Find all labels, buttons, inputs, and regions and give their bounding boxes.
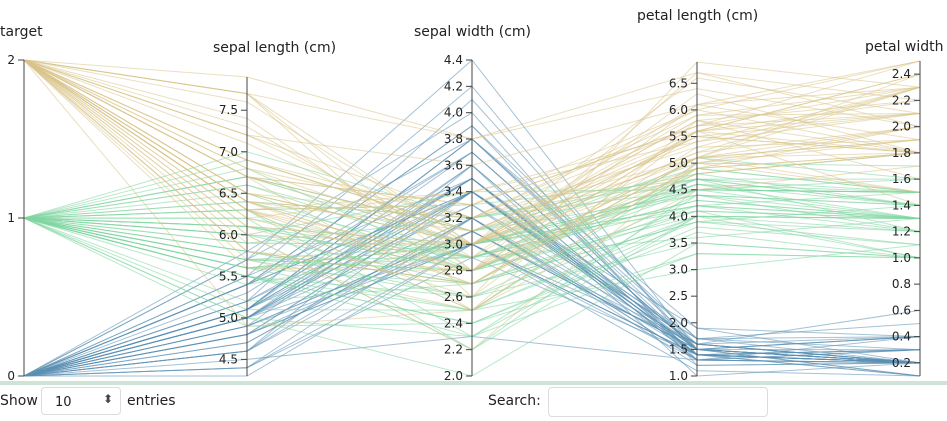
tick-label: 4.5 — [669, 183, 688, 197]
tick-label: 1 — [7, 211, 15, 225]
tick-label: 7.5 — [219, 103, 238, 117]
tick-label: 5.5 — [669, 130, 688, 144]
tick-label: 2.0 — [669, 316, 688, 330]
tick-label: 3.6 — [444, 158, 463, 172]
axis-petal_width: 0.2 0.4 0.6 0.8 1.0 1.2 1.4 1.6 1.8 2.0 2.2 2.4 peta… — [865, 39, 944, 376]
axis-title: sepal length (cm) — [213, 40, 336, 56]
tick-label: 3.0 — [444, 237, 463, 251]
tick-label: 3.0 — [669, 263, 688, 277]
tick-label: 2.6 — [444, 290, 463, 304]
tick-label: 0.4 — [892, 330, 911, 344]
tick-label: 0.6 — [892, 303, 911, 317]
tick-label: 4.4 — [444, 53, 463, 67]
axis-title: sepal width (cm) — [414, 24, 531, 40]
search-label: Search: — [488, 393, 541, 409]
axes-layer: 0 1 2 target 4.5 5.0 5.5 6.0 6.5 7.0 7.5 sepal leng… — [0, 8, 944, 383]
tick-label: 1.5 — [669, 342, 688, 356]
tick-label: 2.5 — [669, 289, 688, 303]
page-length-value: 10 — [55, 395, 72, 410]
tick-label: 3.2 — [444, 211, 463, 225]
tick-label: 3.8 — [444, 132, 463, 146]
tick-label: 2.0 — [892, 120, 911, 134]
tick-label: 2.2 — [892, 93, 911, 107]
tick-label: 3.4 — [444, 185, 463, 199]
axis-target: 0 1 2 target — [0, 24, 43, 383]
tick-label: 6.5 — [219, 186, 238, 200]
tick-label: 2.4 — [444, 316, 463, 330]
tick-label: 4.5 — [219, 352, 238, 366]
tick-label: 4.0 — [444, 106, 463, 120]
chart-divider — [0, 381, 947, 385]
tick-label: 2.4 — [892, 67, 911, 81]
tick-label: 7.0 — [219, 145, 238, 159]
axis-title: petal width — [865, 39, 944, 55]
axis-title: target — [0, 24, 43, 40]
table-controls: Show 10 ⬍ entries Search: — [0, 386, 947, 421]
tick-label: 5.5 — [219, 269, 238, 283]
page-length-select[interactable]: 10 ⬍ — [41, 387, 121, 415]
tick-label: 2.0 — [444, 369, 463, 383]
updown-arrows-icon: ⬍ — [102, 392, 113, 406]
tick-label: 2.8 — [444, 264, 463, 278]
tick-label: 5.0 — [219, 311, 238, 325]
entries-label: entries — [127, 393, 176, 409]
tick-label: 6.0 — [219, 228, 238, 242]
show-label: Show — [0, 393, 38, 409]
tick-label: 1.8 — [892, 146, 911, 160]
tick-label: 6.5 — [669, 76, 688, 90]
tick-label: 2 — [7, 53, 15, 67]
axis-title: petal length (cm) — [637, 8, 758, 24]
tick-label: 4.2 — [444, 79, 463, 93]
tick-label: 6.0 — [669, 103, 688, 117]
tick-label: 1.0 — [892, 251, 911, 265]
tick-label: 0 — [7, 369, 15, 383]
tick-label: 4.0 — [669, 209, 688, 223]
search-input[interactable] — [548, 387, 768, 417]
tick-label: 0.8 — [892, 277, 911, 291]
parallel-coordinates-chart: 0 1 2 target 4.5 5.0 5.5 6.0 6.5 7.0 7.5 sepal leng… — [0, 8, 944, 383]
axis-sepal_length: 4.5 5.0 5.5 6.0 6.5 7.0 7.5 sepal length (cm) — [213, 40, 336, 376]
tick-label: 3.5 — [669, 236, 688, 250]
axis-petal_length: 1.0 1.5 2.0 2.5 3.0 3.5 4.0 4.5 5.0 5.5 6.0 6.5 peta… — [637, 8, 758, 383]
tick-label: 5.0 — [669, 156, 688, 170]
tick-label: 1.4 — [892, 198, 911, 212]
tick-label: 1.0 — [669, 369, 688, 383]
tick-label: 0.2 — [892, 356, 911, 370]
tick-label: 1.6 — [892, 172, 911, 186]
tick-label: 1.2 — [892, 225, 911, 239]
axis-sepal_width: 2.0 2.2 2.4 2.6 2.8 3.0 3.2 3.4 3.6 3.8 4.0 4.2 4.4 s… — [414, 24, 531, 383]
tick-label: 2.2 — [444, 343, 463, 357]
